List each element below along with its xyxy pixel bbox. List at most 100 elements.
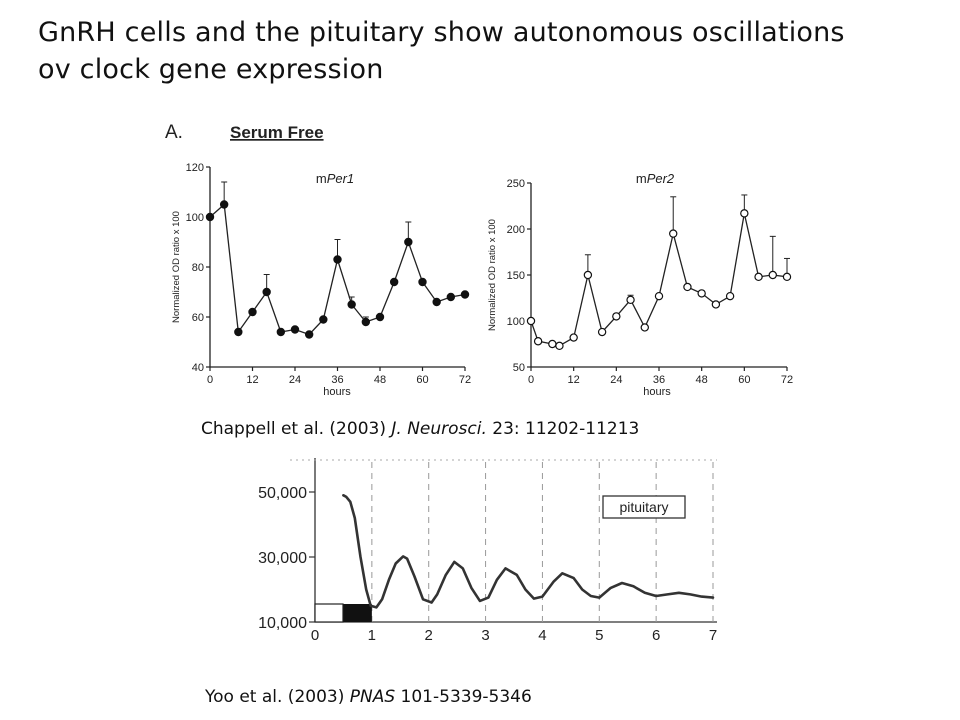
citation2-authors: Yoo et al. (2003) <box>205 687 350 707</box>
slide-title: GnRH cells and the pituitary show autono… <box>38 14 938 88</box>
c1-data-point <box>460 290 470 299</box>
chart1-series-line <box>209 203 466 336</box>
c1-y-tick-label: 40 <box>192 362 204 374</box>
c2-data-point <box>740 209 749 218</box>
c1-data-point <box>319 315 328 324</box>
c2-data-point <box>768 270 777 280</box>
c2-y-tick-label: 200 <box>507 224 525 236</box>
slide-title-line2: ov clock gene expression <box>38 54 384 85</box>
c2-data-point <box>640 323 649 332</box>
c2-x-tick-label: 0 <box>528 374 534 386</box>
c1-y-tick-label: 100 <box>186 212 204 224</box>
chart3-x-tick-label: 1 <box>368 627 376 644</box>
chart2-title: mPer2 <box>636 171 675 186</box>
c2-y-tick-label: 150 <box>507 270 525 282</box>
c1-x-tick-label: 60 <box>416 374 428 386</box>
slide-title-line1: GnRH cells and the pituitary show autono… <box>38 17 845 48</box>
chart3-x-tick-label: 3 <box>481 627 489 644</box>
c1-data-point <box>418 277 427 287</box>
c2-x-tick-label: 12 <box>568 374 580 386</box>
c1-x-tick-label: 48 <box>374 374 386 386</box>
citation-yoo: Yoo et al. (2003) PNAS 101-5339-5346 <box>205 687 532 707</box>
citation1-authors: Chappell et al. (2003) <box>201 419 392 439</box>
c1-data-point <box>290 325 300 334</box>
c1-data-point <box>234 327 243 337</box>
c1-x-tick-label: 12 <box>246 374 258 386</box>
c1-y-tick-label: 60 <box>192 312 204 324</box>
citation1-details: 23: 11202-11213 <box>486 419 640 439</box>
chart-mper1: mPer1 hours Normalized OD ratio x 100 0 1… <box>171 162 471 398</box>
c2-data-point <box>526 316 536 326</box>
c1-data-point <box>205 212 215 222</box>
c2-x-tick-label: 48 <box>696 374 708 386</box>
c1-data-point <box>432 297 441 307</box>
c2-data-point <box>782 272 792 282</box>
c2-data-point <box>697 289 706 298</box>
c1-data-point <box>404 237 413 247</box>
c1-x-tick-label: 24 <box>289 374 301 386</box>
panel-label: A. <box>165 122 183 143</box>
c2-x-tick-label: 36 <box>653 374 665 386</box>
chart2-series-line <box>530 213 788 347</box>
c2-data-point <box>583 270 593 280</box>
chart3-x-tick-label: 2 <box>425 627 433 644</box>
c1-data-point <box>304 330 314 339</box>
chart1-title: mPer1 <box>316 171 354 186</box>
c2-data-point <box>669 229 678 238</box>
c2-data-point <box>555 341 564 351</box>
c2-data-point <box>725 291 735 301</box>
chart2-x-label: hours <box>643 386 671 398</box>
c2-y-tick-label: 100 <box>507 316 525 328</box>
citation1-journal: J. Neurosci. <box>391 419 487 439</box>
light-phase-bar <box>314 603 344 623</box>
chart3-y-tick-label: 10,000 <box>258 615 307 632</box>
c2-data-point <box>754 272 763 282</box>
chart1-x-label: hours <box>323 386 351 398</box>
c1-data-point <box>248 307 257 317</box>
chart3-x-tick-label: 7 <box>709 627 717 644</box>
chart3-x-tick-label: 5 <box>595 627 603 644</box>
chart3-x-tick-label: 6 <box>652 627 660 644</box>
chart-pituitary: 0 1 2 3 4 5 6 7 10,000 30,000 50,000 pituitary <box>258 458 717 644</box>
chart1-y-label: Normalized OD ratio x 100 <box>171 211 182 323</box>
c2-y-tick-label: 250 <box>507 178 525 190</box>
chart-mper2: mPer2 hours Normalized OD ratio x 100 0 1… <box>487 171 793 398</box>
c2-x-tick-label: 60 <box>738 374 750 386</box>
c2-data-point <box>597 327 607 337</box>
c2-data-point <box>711 300 721 309</box>
c1-data-point <box>219 200 229 209</box>
c1-y-tick-label: 120 <box>186 162 204 174</box>
chart3-x-tick-label: 0 <box>311 627 319 644</box>
c2-data-point <box>569 333 578 342</box>
c2-data-point <box>654 291 664 301</box>
dark-phase-bar <box>343 604 372 622</box>
c1-y-tick-label: 80 <box>192 262 204 274</box>
c2-data-point <box>612 312 621 321</box>
citation2-details: 101-5339-5346 <box>395 687 532 707</box>
c2-data-point <box>626 295 635 305</box>
c2-data-point <box>533 337 543 346</box>
c1-data-point <box>276 327 286 337</box>
chart3-series-line <box>342 493 715 609</box>
c2-data-point <box>548 339 557 349</box>
chart3-x-tick-label: 4 <box>538 627 546 644</box>
chart3-y-tick-label: 30,000 <box>258 550 307 567</box>
chart2-y-label: Normalized OD ratio x 100 <box>487 219 498 331</box>
c2-x-tick-label: 72 <box>781 374 793 386</box>
c1-data-point <box>375 312 385 322</box>
chart3-legend-box <box>602 495 686 519</box>
c1-data-point <box>361 317 371 327</box>
c2-data-point <box>683 282 692 292</box>
citation2-journal: PNAS <box>349 687 396 707</box>
c1-data-point <box>347 300 356 309</box>
c1-data-point <box>389 277 399 287</box>
panel-condition: Serum Free <box>230 123 324 142</box>
c2-x-tick-label: 24 <box>610 374 622 386</box>
c1-x-tick-label: 0 <box>207 374 213 386</box>
c1-data-point <box>446 292 456 302</box>
chart3-legend-label: pituitary <box>619 499 668 515</box>
c1-x-tick-label: 72 <box>459 374 471 386</box>
citation-chappell: Chappell et al. (2003) J. Neurosci. 23: … <box>201 419 639 439</box>
chart3-y-tick-label: 50,000 <box>258 485 307 502</box>
